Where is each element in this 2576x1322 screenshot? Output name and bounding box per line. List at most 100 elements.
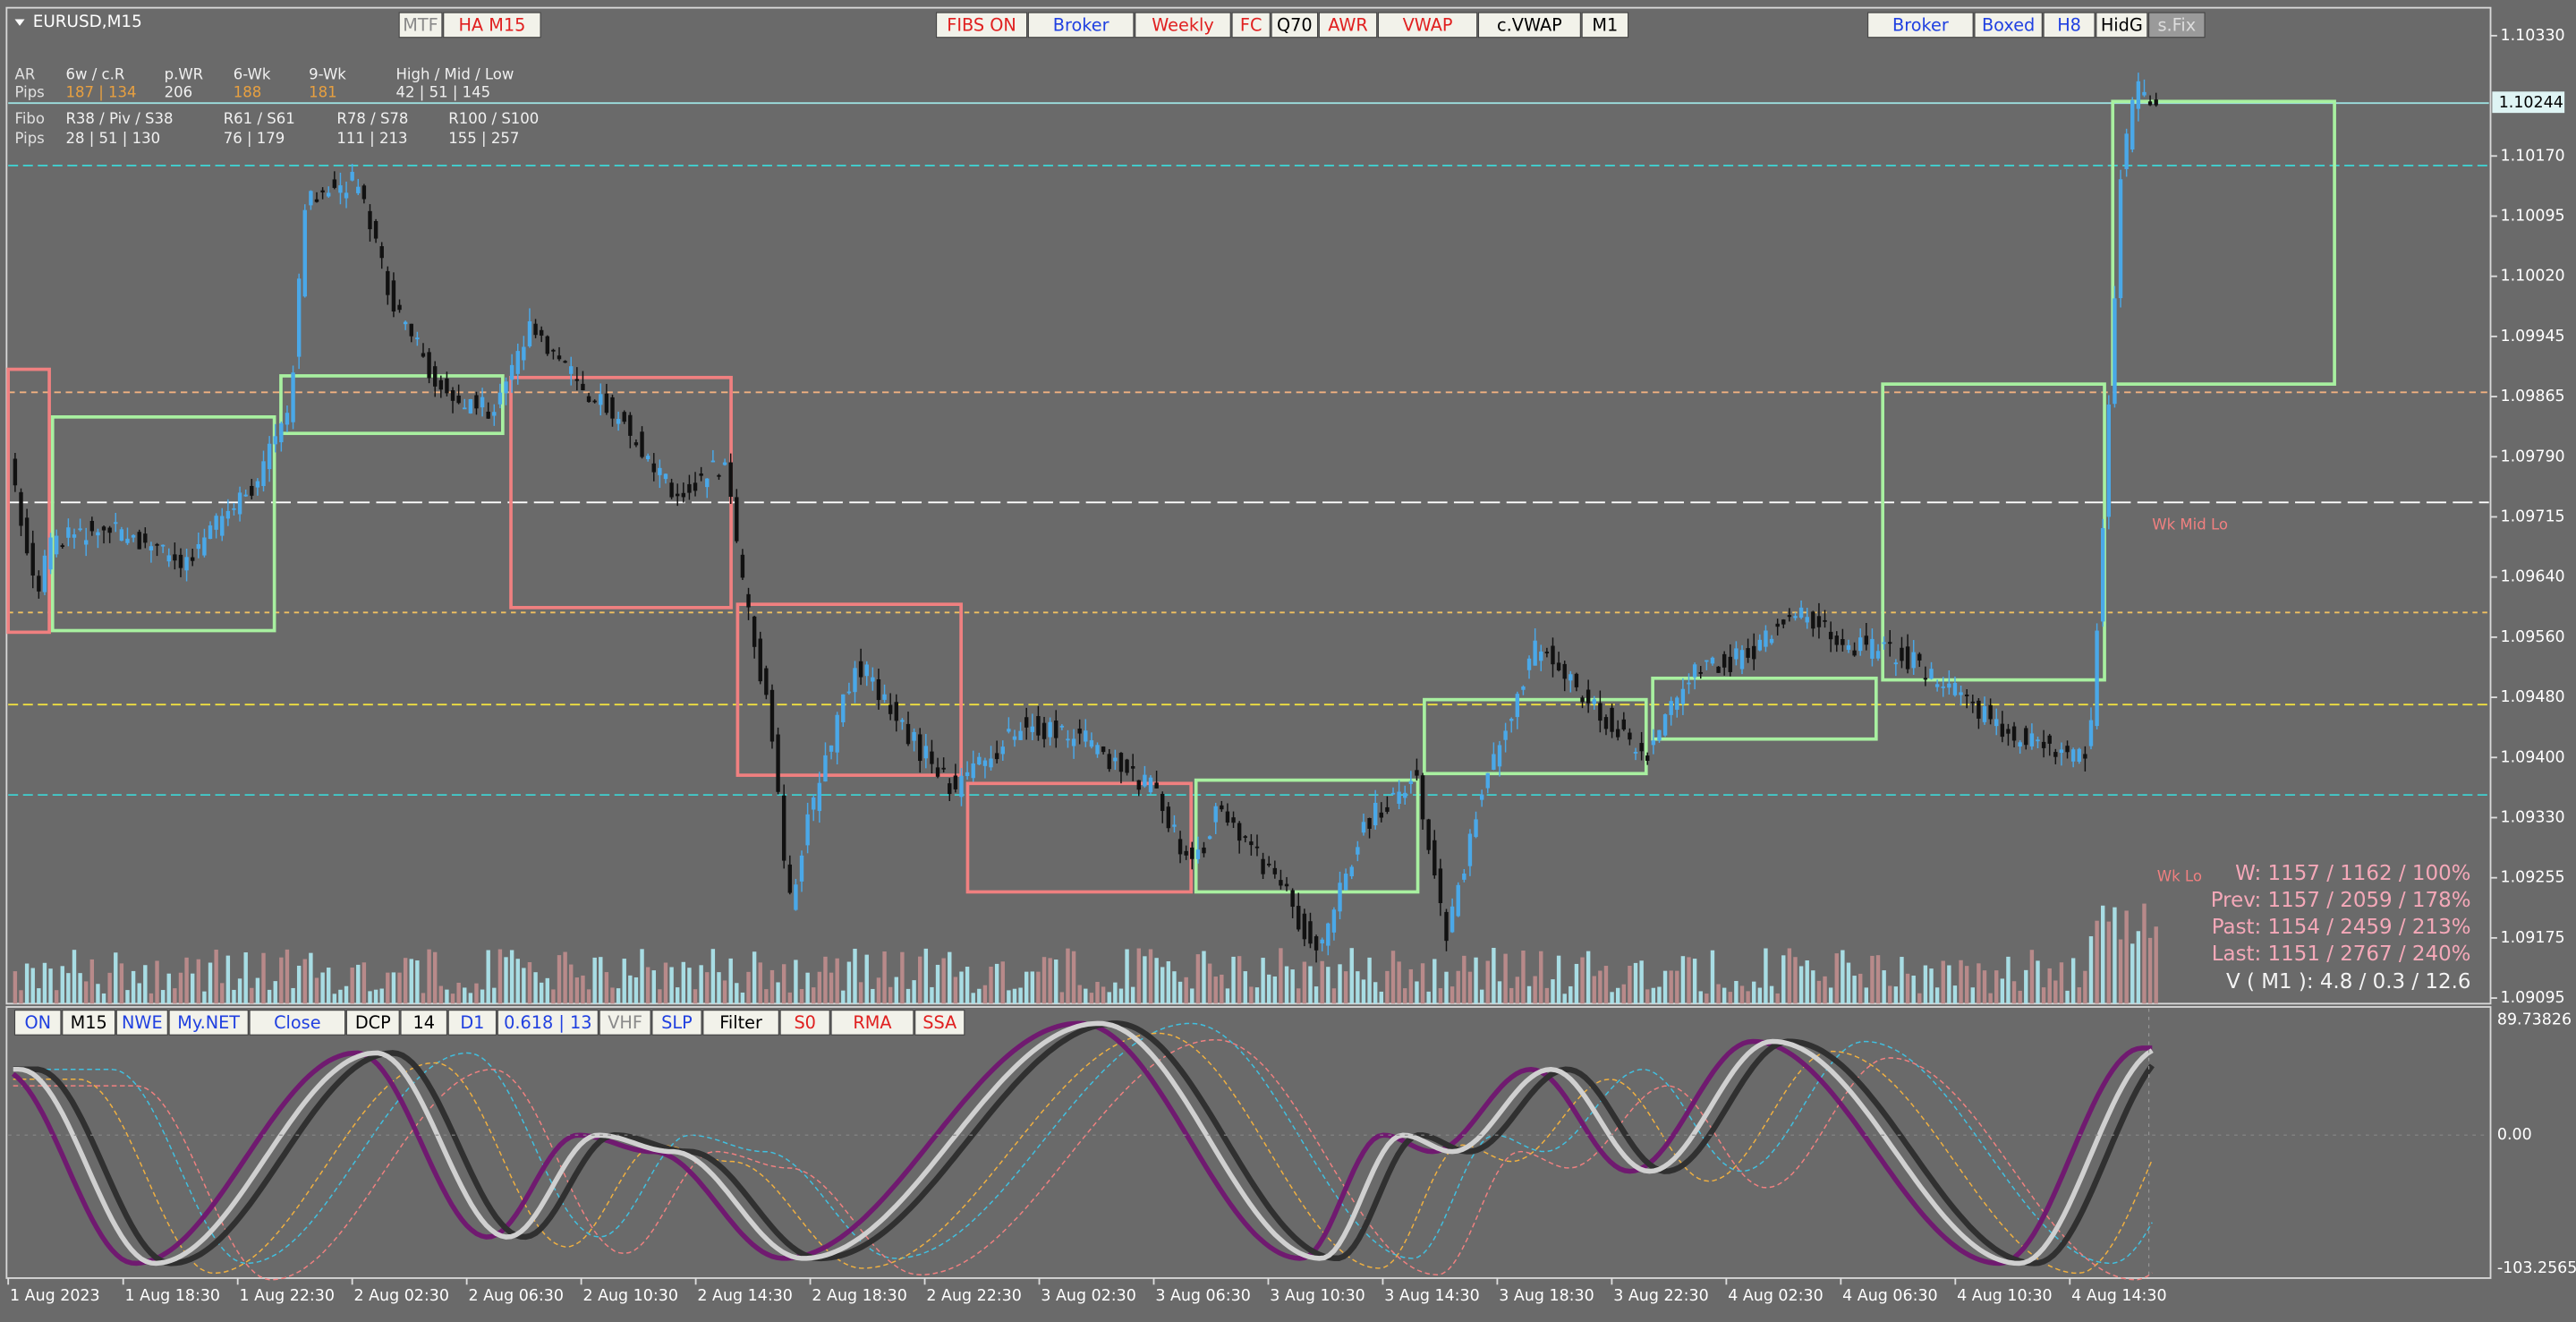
candle-body [225, 510, 231, 519]
volume-bar [1551, 979, 1555, 1004]
toolbar-button[interactable] [443, 12, 541, 38]
candle-body [504, 381, 508, 394]
volume-bar [663, 962, 668, 1004]
toolbar-button[interactable] [1377, 12, 1478, 38]
range-box [735, 602, 963, 777]
candle-body [1746, 648, 1750, 658]
volume-bar [450, 994, 455, 1004]
level-label: Wk Mid Lo [2152, 516, 2228, 533]
toolbar-button[interactable] [168, 1010, 249, 1036]
volume-bar [2077, 987, 2081, 1004]
volume-bar [533, 972, 538, 1004]
candle-body [1793, 616, 1798, 618]
volume-bar [1764, 948, 1768, 1004]
volume-bar [190, 973, 195, 1004]
toolbar-button[interactable] [1867, 12, 1974, 38]
candle-body [1297, 906, 1301, 930]
toolbar-button[interactable] [1271, 12, 1319, 38]
candle-body [1675, 697, 1679, 710]
candle-body [1964, 695, 1969, 696]
candle-body [722, 462, 727, 465]
volume-bar [1988, 993, 1993, 1004]
volume-bar [581, 975, 585, 1004]
volume-bar [882, 951, 887, 1004]
volume-bar [1048, 958, 1052, 1004]
price-label: 1.09400 [2501, 748, 2565, 766]
candle-body [1095, 745, 1100, 755]
volume-bar [1834, 953, 1839, 1004]
volume-bar [2006, 956, 2011, 1004]
toolbar-button[interactable] [651, 1010, 702, 1036]
candle-body [1574, 673, 1579, 687]
volume-bar [1929, 968, 1934, 1004]
candle-body [320, 190, 325, 192]
volume-bar [1433, 959, 1437, 1004]
volume-bar [149, 993, 154, 1004]
toolbar-button[interactable] [702, 1010, 779, 1036]
candle-body [48, 537, 53, 570]
toolbar-button[interactable] [2096, 12, 2148, 38]
candle-body [1728, 656, 1732, 672]
toolbar-button[interactable] [830, 1010, 914, 1036]
candle-body [302, 209, 307, 297]
toolbar-button[interactable] [447, 1010, 497, 1036]
candle-body [1261, 858, 1265, 874]
volume-bar [1390, 951, 1396, 1004]
candle-body [787, 864, 792, 893]
volume-bar [1456, 970, 1460, 1004]
toolbar-button[interactable] [1135, 12, 1231, 38]
toolbar-button[interactable] [497, 1010, 599, 1036]
toolbar-button[interactable] [599, 1010, 651, 1036]
volume-bar [137, 983, 141, 1004]
candle-body [1018, 730, 1023, 740]
candle-body [953, 775, 958, 789]
toolbar-button[interactable] [13, 1010, 62, 1036]
toolbar-button[interactable] [115, 1010, 168, 1036]
candle-body [1628, 732, 1632, 740]
volume-bar [805, 972, 810, 1004]
toolbar-button[interactable] [914, 1010, 965, 1036]
volume-bar [1858, 973, 1863, 1004]
volume-bar [1526, 985, 1532, 1004]
volume-bar [261, 952, 266, 1004]
volume-bar [332, 994, 337, 1004]
toolbar-button[interactable] [1974, 12, 2043, 38]
toolbar-button[interactable] [779, 1010, 830, 1036]
candle-body [551, 349, 556, 352]
toolbar-button[interactable] [62, 1010, 116, 1036]
volume-bar [1024, 971, 1029, 1004]
candle-body [735, 497, 739, 542]
toolbar-button[interactable] [936, 12, 1028, 38]
toolbar-button[interactable] [1581, 12, 1629, 38]
candle-body [267, 443, 272, 470]
toolbar-button[interactable] [400, 1010, 447, 1036]
toolbar-button[interactable] [249, 1010, 346, 1036]
toolbar-button-label: NWE [122, 1012, 163, 1033]
candle-body [1479, 794, 1484, 800]
volume-bar [1314, 986, 1319, 1004]
toolbar-button[interactable] [345, 1010, 400, 1036]
volume-bar [1970, 987, 1975, 1004]
stat-line: Prev: 1157 / 2059 / 178% [2211, 889, 2471, 912]
range-box [2111, 99, 2336, 386]
volume-bar [480, 989, 485, 1004]
candle-body [1166, 806, 1171, 829]
toolbar-button[interactable] [1477, 12, 1581, 38]
volume-bar [758, 962, 762, 1004]
info-cell: High / Mid / Low [395, 65, 514, 82]
candle-body [456, 395, 461, 404]
toolbar-button[interactable] [2043, 12, 2096, 38]
toolbar-button[interactable] [1231, 12, 1271, 38]
toolbar-button[interactable] [1027, 12, 1135, 38]
candle-body [2106, 404, 2112, 517]
volume-bar [764, 989, 769, 1004]
candle-body [1101, 746, 1106, 753]
candle-body [977, 756, 982, 765]
volume-bar [905, 988, 911, 1004]
toolbar-button[interactable] [2148, 12, 2206, 38]
toolbar-button[interactable] [1318, 12, 1378, 38]
candle-body [1237, 823, 1242, 841]
volume-bar [1177, 981, 1183, 1004]
toolbar-button[interactable] [398, 12, 443, 38]
volume-bar [1420, 963, 1425, 1004]
